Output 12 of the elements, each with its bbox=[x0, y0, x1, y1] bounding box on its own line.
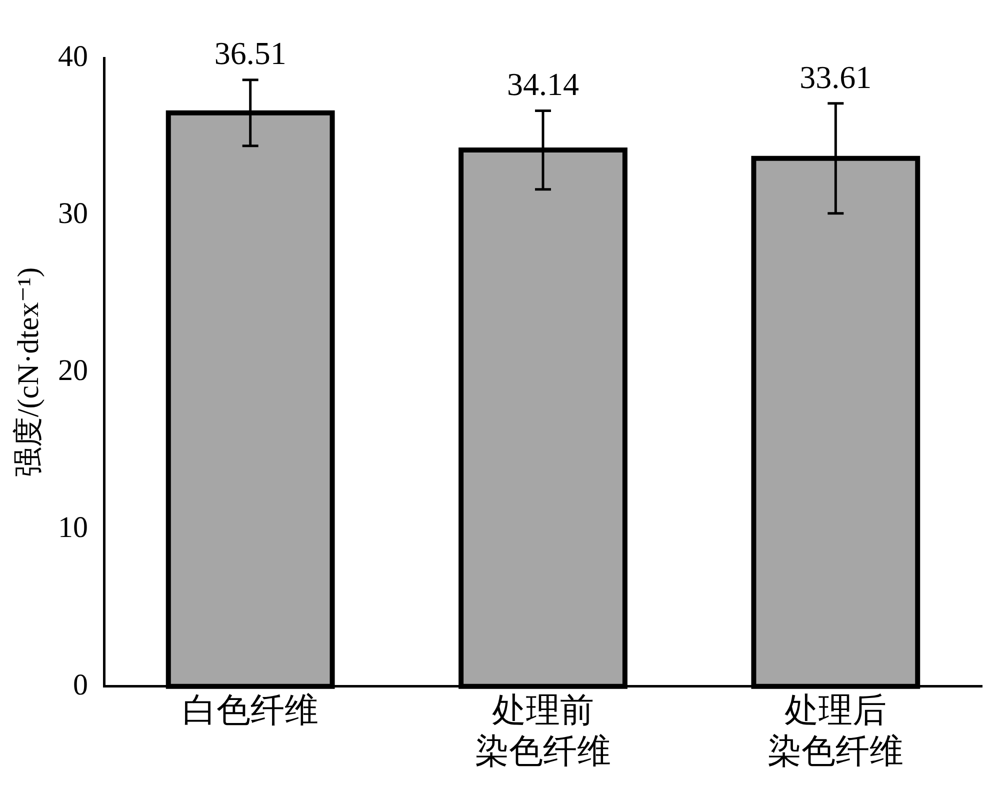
y-axis-title: 强度/(cN·dtex⁻¹) bbox=[12, 267, 45, 478]
data-label: 33.61 bbox=[800, 58, 872, 95]
y-tick-label: 10 bbox=[58, 511, 88, 544]
y-tick-label: 40 bbox=[58, 40, 88, 73]
x-tick-label: 处理后染色纤维 bbox=[768, 692, 904, 771]
x-tick-label: 处理前染色纤维 bbox=[475, 692, 611, 771]
data-label: 34.14 bbox=[507, 66, 579, 102]
y-tick-label: 30 bbox=[58, 196, 88, 230]
data-label: 36.51 bbox=[214, 35, 286, 72]
x-tick-label: 白色纤维 bbox=[182, 692, 318, 730]
y-tick-label: 20 bbox=[58, 354, 88, 388]
y-tick-label: 0 bbox=[73, 668, 88, 702]
